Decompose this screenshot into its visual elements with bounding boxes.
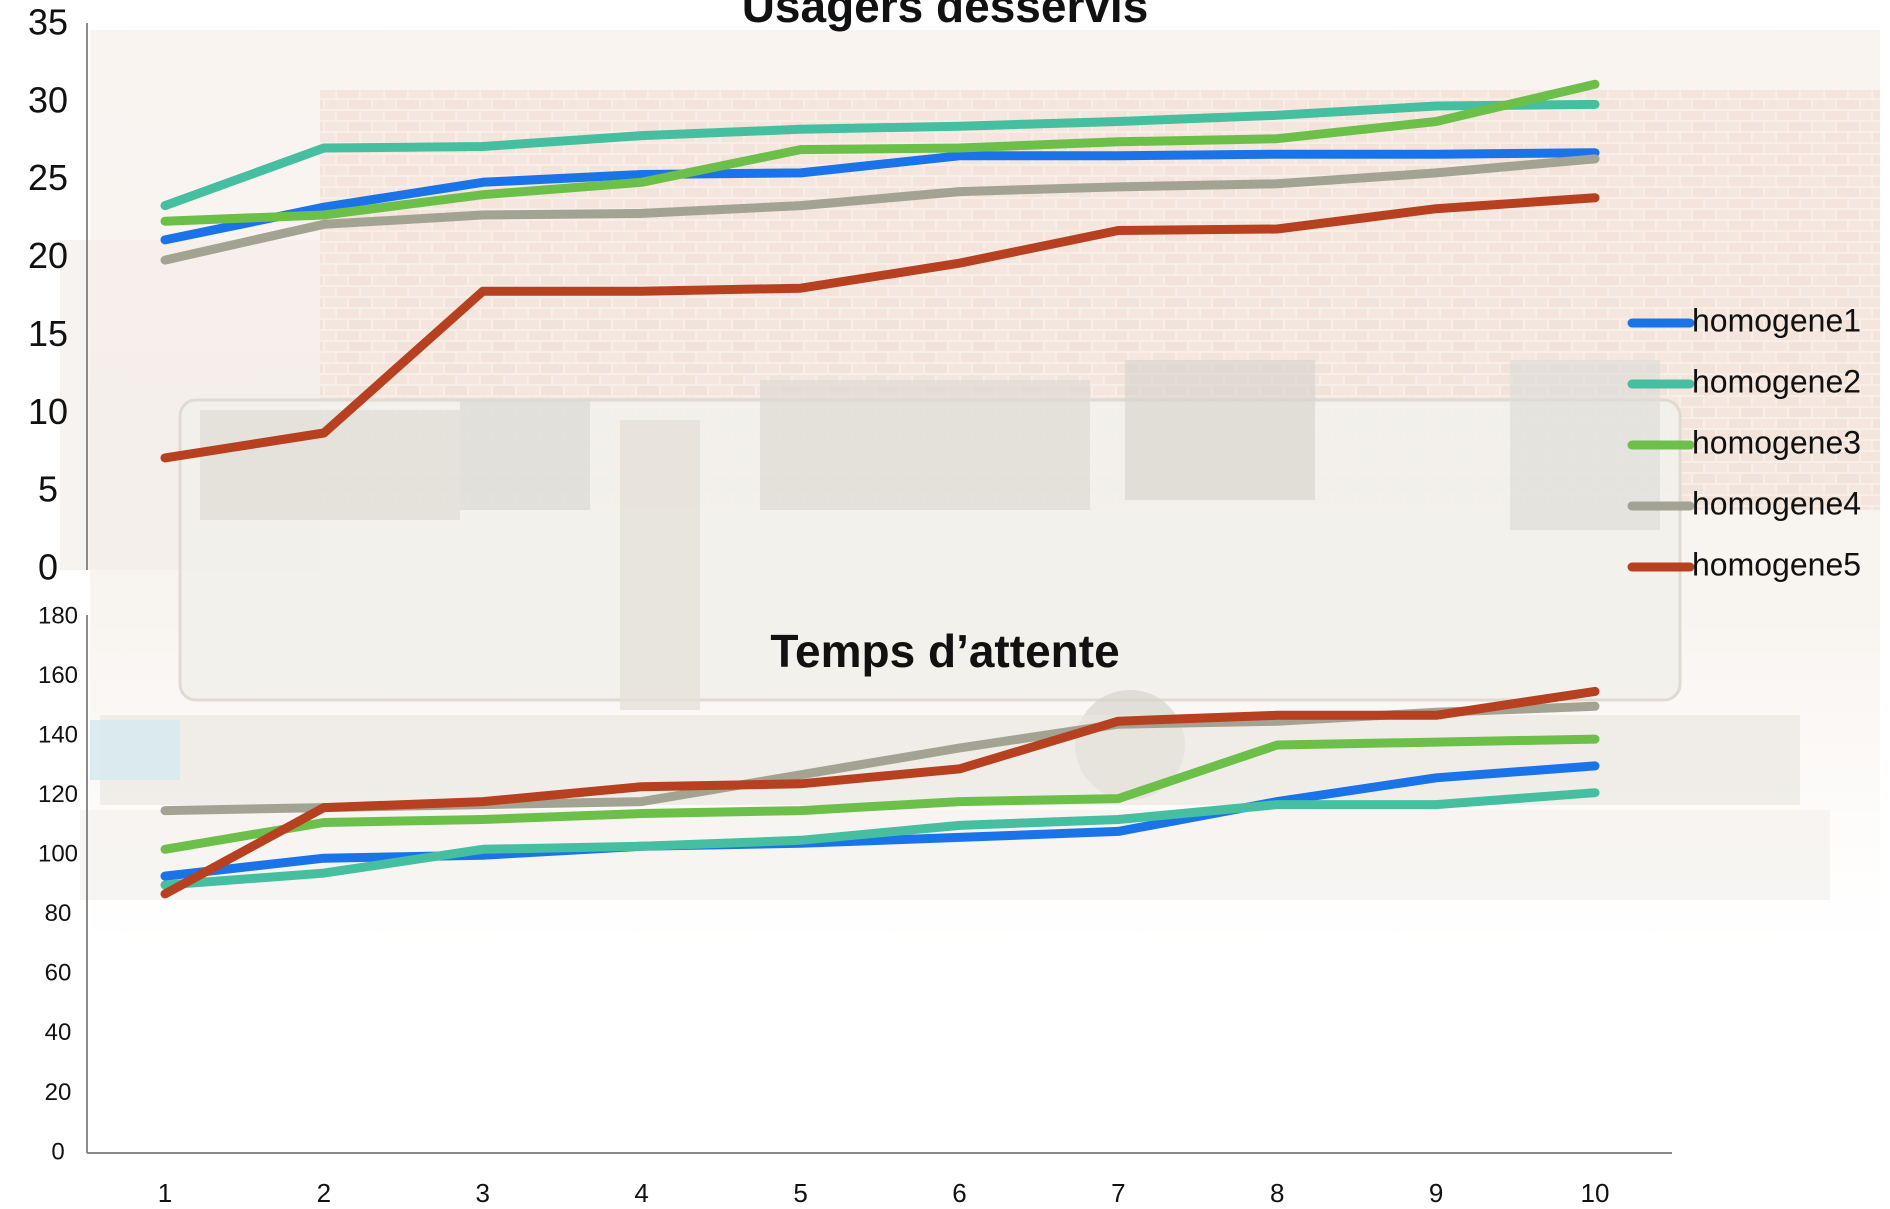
legend: homogene1 homogene2 homogene3 homogene4 homo… — [1627, 302, 1861, 582]
usagers-series-line-5 — [160, 193, 1600, 463]
legend-item: homogene4 — [1627, 485, 1861, 521]
legend-item: homogene2 — [1627, 363, 1861, 399]
attente-y-tick-label: 160 — [38, 662, 78, 689]
attente-x-tick-label: 7 — [1111, 1178, 1125, 1208]
attente-y-tick-label: 60 — [45, 960, 72, 987]
attente-x-tick-label: 5 — [793, 1178, 807, 1208]
attente-x-tick-label: 2 — [317, 1178, 331, 1208]
faded-bus-photo-background — [60, 30, 1880, 950]
attente-series-line-2 — [160, 788, 1600, 890]
usagers-series-line-3 — [160, 79, 1600, 226]
legend-item: homogene3 — [1627, 424, 1861, 460]
attente-y-tick-label: 0 — [51, 1138, 64, 1165]
usagers-series-line-4 — [160, 154, 1600, 265]
attente-x-tick-label: 9 — [1429, 1178, 1443, 1208]
attente-chart-title: Temps d’attente — [770, 625, 1119, 677]
legend-label: homogene5 — [1692, 546, 1861, 582]
attente-y-tick-label: 140 — [38, 721, 78, 748]
usagers-y-tick-label: 25 — [28, 157, 68, 198]
attente-x-tick-label: 3 — [476, 1178, 490, 1208]
usagers-chart-title: Usagers desservis — [742, 0, 1149, 32]
legend-label: homogene2 — [1692, 363, 1861, 399]
legend-item: homogene5 — [1627, 546, 1861, 582]
attente-x-tick-label: 4 — [634, 1178, 648, 1208]
series-layer — [160, 79, 1600, 899]
attente-y-tick-label: 40 — [45, 1019, 72, 1046]
usagers-y-tick-label: 0 — [38, 547, 58, 588]
titles-layer: Usagers desservis Temps d’attente — [742, 0, 1149, 677]
usagers-y-tick-label: 35 — [28, 2, 68, 43]
attente-y-tick-label: 80 — [45, 900, 72, 927]
attente-y-tick-label: 20 — [45, 1079, 72, 1106]
legend-item: homogene1 — [1627, 302, 1861, 338]
legend-label: homogene4 — [1692, 485, 1861, 521]
attente-series-line-5 — [160, 686, 1600, 899]
usagers-y-tick-label: 20 — [28, 235, 68, 276]
legend-label: homogene3 — [1692, 424, 1861, 460]
attente-x-tick-label: 1 — [158, 1178, 172, 1208]
usagers-series-line-1 — [160, 148, 1600, 245]
attente-series-line-3 — [160, 734, 1600, 854]
attente-y-tick-label: 180 — [38, 602, 78, 629]
attente-x-tick-label: 8 — [1270, 1178, 1284, 1208]
attente-y-tick-label: 100 — [38, 841, 78, 868]
usagers-y-tick-label: 10 — [28, 391, 68, 432]
attente-x-tick-label: 10 — [1581, 1178, 1610, 1208]
usagers-y-tick-label: 30 — [28, 79, 68, 120]
legend-label: homogene1 — [1692, 302, 1861, 338]
usagers-series-line-2 — [160, 99, 1600, 211]
attente-y-tick-label: 120 — [38, 781, 78, 808]
attente-x-tick-label: 6 — [952, 1178, 966, 1208]
usagers-y-tick-label: 5 — [38, 469, 58, 510]
usagers-y-tick-label: 15 — [28, 313, 68, 354]
